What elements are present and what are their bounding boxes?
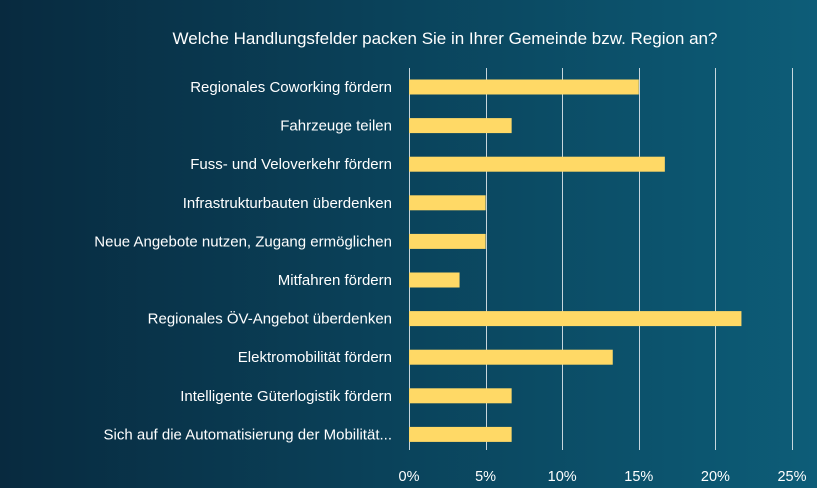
bar xyxy=(409,426,512,442)
bar xyxy=(409,311,742,327)
category-label: Neue Angebote nutzen, Zugang ermöglichen xyxy=(94,233,392,250)
bar xyxy=(409,156,665,172)
x-tick-label: 15% xyxy=(624,469,653,485)
bar xyxy=(409,272,460,288)
x-tick-label: 20% xyxy=(701,469,730,485)
bar xyxy=(409,118,512,134)
x-tick-label: 5% xyxy=(475,469,496,485)
category-label: Fuss- und Veloverkehr fördern xyxy=(190,156,392,173)
bar xyxy=(409,388,512,404)
chart-title: Welche Handlungsfelder packen Sie in Ihr… xyxy=(173,29,718,48)
bar xyxy=(409,195,486,211)
bar xyxy=(409,233,486,249)
x-tick-label: 0% xyxy=(399,469,420,485)
category-label: Sich auf die Automatisierung der Mobilit… xyxy=(104,426,393,443)
category-label: Elektromobilität fördern xyxy=(238,349,392,366)
category-label: Intelligente Güterlogistik fördern xyxy=(180,388,392,405)
bars xyxy=(409,79,742,442)
category-label: Fahrzeuge teilen xyxy=(280,118,392,135)
category-label: Regionales ÖV-Angebot überdenken xyxy=(148,310,392,328)
x-tick-label: 10% xyxy=(548,469,577,485)
category-labels: Regionales Coworking fördern Fahrzeuge te… xyxy=(94,79,392,443)
category-label: Mitfahren fördern xyxy=(278,272,392,289)
x-axis-tick-labels: 0% 5% 10% 15% 20% 25% xyxy=(399,469,807,485)
category-label: Regionales Coworking fördern xyxy=(190,79,392,96)
bar xyxy=(409,79,639,95)
bar xyxy=(409,349,613,365)
x-tick-label: 25% xyxy=(777,469,806,485)
category-label: Infrastrukturbauten überdenken xyxy=(183,195,392,212)
